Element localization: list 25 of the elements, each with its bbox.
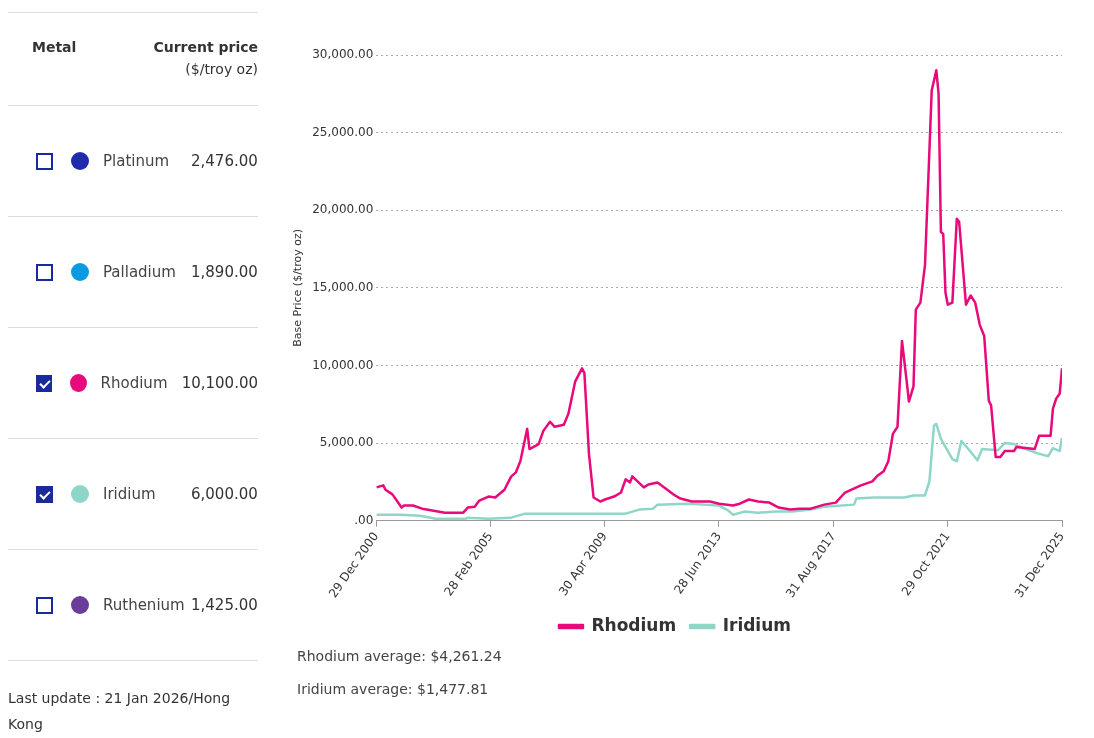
y-tick-label: 15,000.00: [312, 280, 374, 295]
category-label: Palladium: [103, 263, 177, 281]
y-tick-label: .00: [354, 512, 374, 527]
text: 1,425.00: [191, 596, 258, 614]
y-tick-label: 10,000.00: [312, 357, 374, 372]
y-axis-title: Base Price ($/troy oz): [291, 229, 305, 347]
text: Metal: [31, 39, 77, 57]
y-tick-label: 30,000.00: [312, 47, 374, 62]
text: Last update : 21 Jan 2026/Hong Kong: [8, 689, 232, 734]
text: Current price ($/troy oz): [152, 39, 258, 77]
legend-label: Rhodium: [591, 614, 677, 635]
y-tick-label: 25,000.00: [312, 124, 374, 139]
text: 6,000.00: [191, 485, 258, 503]
y-tick-label: 20,000.00: [312, 202, 374, 217]
text: 1,890.00: [191, 263, 258, 281]
category-label: Ruthenium: [103, 596, 186, 614]
text: Rhodium average: $4,261.24: [297, 648, 502, 664]
y-tick-label: 5,000.00: [319, 435, 374, 450]
category-label: Iridium: [103, 485, 157, 503]
text: 2,476.00: [191, 152, 258, 170]
text: Iridium average: $1,477.81: [297, 681, 489, 697]
text: 10,100.00: [181, 374, 259, 392]
legend-label: Iridium: [722, 614, 792, 635]
category-label: Platinum: [103, 152, 171, 170]
category-label: Rhodium: [100, 374, 169, 392]
